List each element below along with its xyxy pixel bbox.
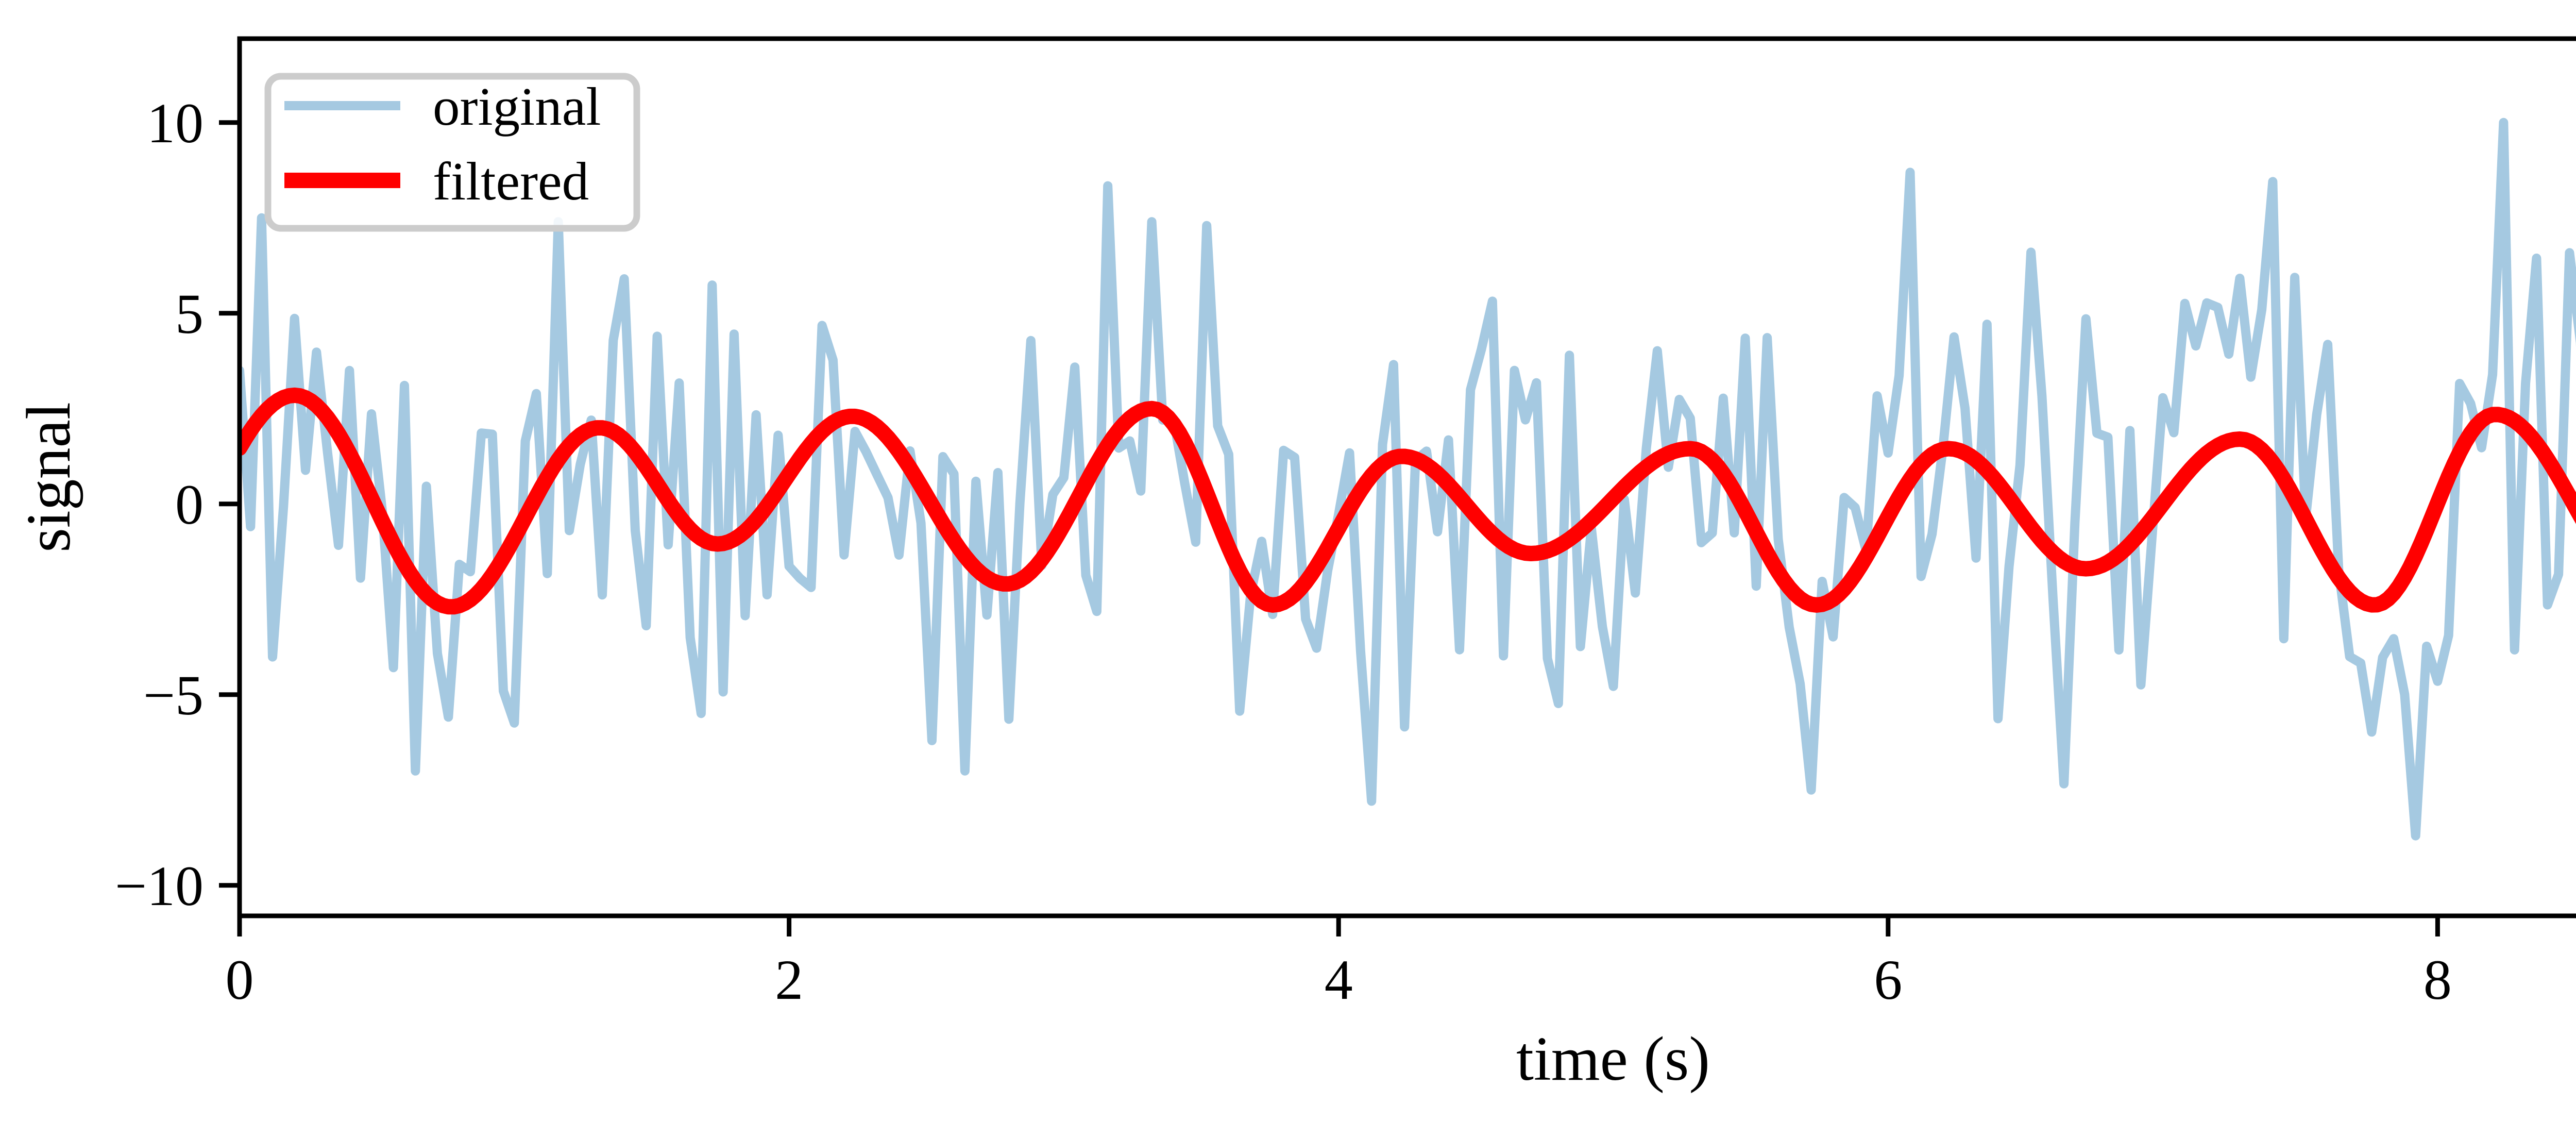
legend-label-filtered: filtered bbox=[433, 151, 589, 211]
series-filtered-line bbox=[240, 387, 2576, 615]
y-tick-label: 5 bbox=[175, 282, 204, 345]
x-axis-label: time (s) bbox=[1516, 1024, 1710, 1094]
y-axis-label: signal bbox=[14, 402, 83, 552]
legend: original filtered bbox=[264, 73, 640, 232]
y-tick-label: 10 bbox=[147, 92, 204, 155]
x-tick-label: 0 bbox=[226, 948, 254, 1011]
y-tick-label: 0 bbox=[175, 473, 204, 536]
legend-label-original: original bbox=[433, 76, 601, 137]
y-tick-label: −10 bbox=[115, 855, 204, 917]
plot-series-layer bbox=[240, 118, 2576, 841]
x-tick-label: 8 bbox=[2424, 948, 2452, 1011]
legend-box bbox=[264, 73, 640, 232]
y-axis-ticks: −10 −5 0 5 10 bbox=[115, 92, 240, 917]
plot-border bbox=[237, 36, 2576, 918]
x-tick-label: 4 bbox=[1325, 948, 1353, 1011]
x-axis-ticks: 0246810 bbox=[226, 916, 2452, 1011]
x-tick-label: 6 bbox=[1874, 948, 1902, 1011]
series-original-line bbox=[240, 118, 2576, 841]
x-tick-label: 2 bbox=[775, 948, 803, 1011]
y-tick-label: −5 bbox=[143, 664, 204, 727]
